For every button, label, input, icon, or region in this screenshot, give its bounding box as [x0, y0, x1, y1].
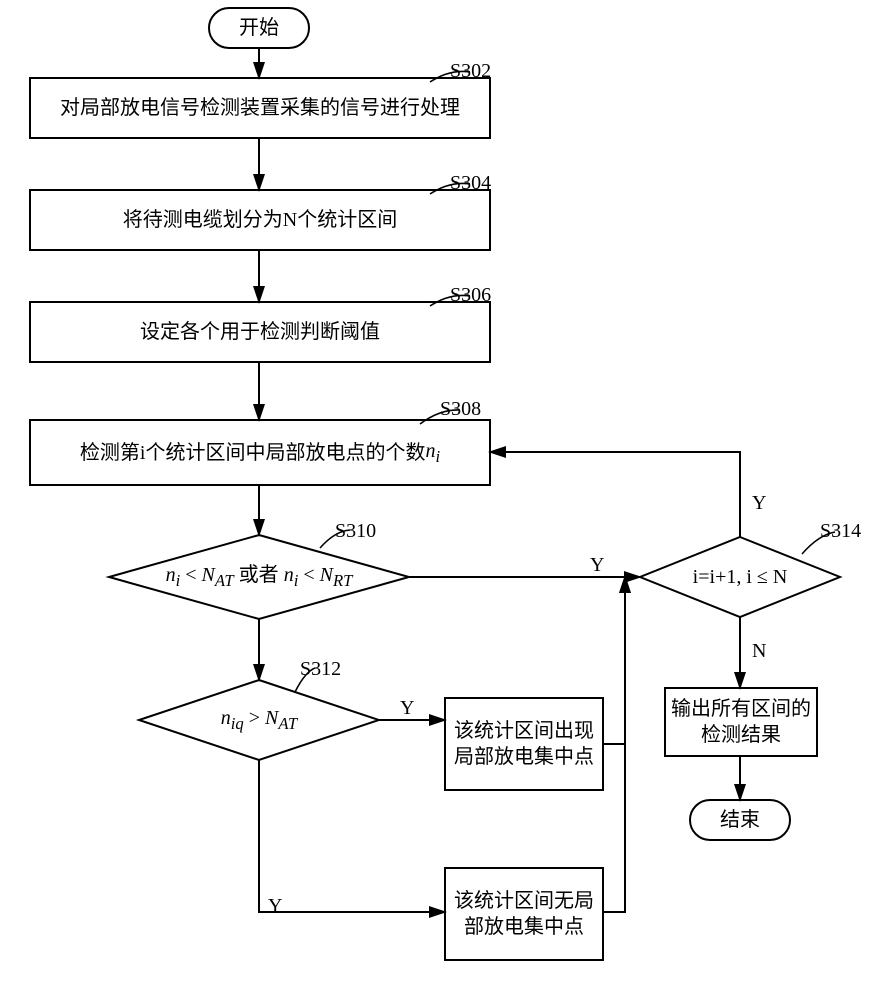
edge-label: Y — [752, 492, 766, 515]
s308-text: 检测第i个统计区间中局部放电点的个数 ni — [30, 420, 490, 485]
s310-tag: S310 — [335, 520, 376, 543]
s312-text: niq > NAT — [139, 680, 379, 760]
s312-tag: S312 — [300, 658, 341, 681]
s314-tag: S314 — [820, 520, 861, 543]
s310-text: ni < NAT 或者 ni < NRT — [109, 535, 409, 619]
s304-tag: S304 — [450, 172, 491, 195]
s314-text: i=i+1, i ≤ N — [640, 537, 840, 617]
edge-label: Y — [590, 554, 604, 577]
edge-label: N — [752, 640, 766, 663]
s302-text: 对局部放电信号检测装置采集的信号进行处理 — [30, 78, 490, 138]
box_out-text: 输出所有区间的检测结果 — [665, 688, 817, 756]
edge-label: Y — [268, 895, 282, 918]
edge-label: Y — [400, 697, 414, 720]
s302-tag: S302 — [450, 60, 491, 83]
end-text: 结束 — [690, 800, 790, 840]
s306-tag: S306 — [450, 284, 491, 307]
s308-tag: S308 — [440, 398, 481, 421]
box_no-text: 该统计区间无局部放电集中点 — [445, 868, 603, 960]
s306-text: 设定各个用于检测判断阈值 — [30, 302, 490, 362]
box_has-text: 该统计区间出现局部放电集中点 — [445, 698, 603, 790]
start-text: 开始 — [209, 8, 309, 48]
s304-text: 将待测电缆划分为N个统计区间 — [30, 190, 490, 250]
